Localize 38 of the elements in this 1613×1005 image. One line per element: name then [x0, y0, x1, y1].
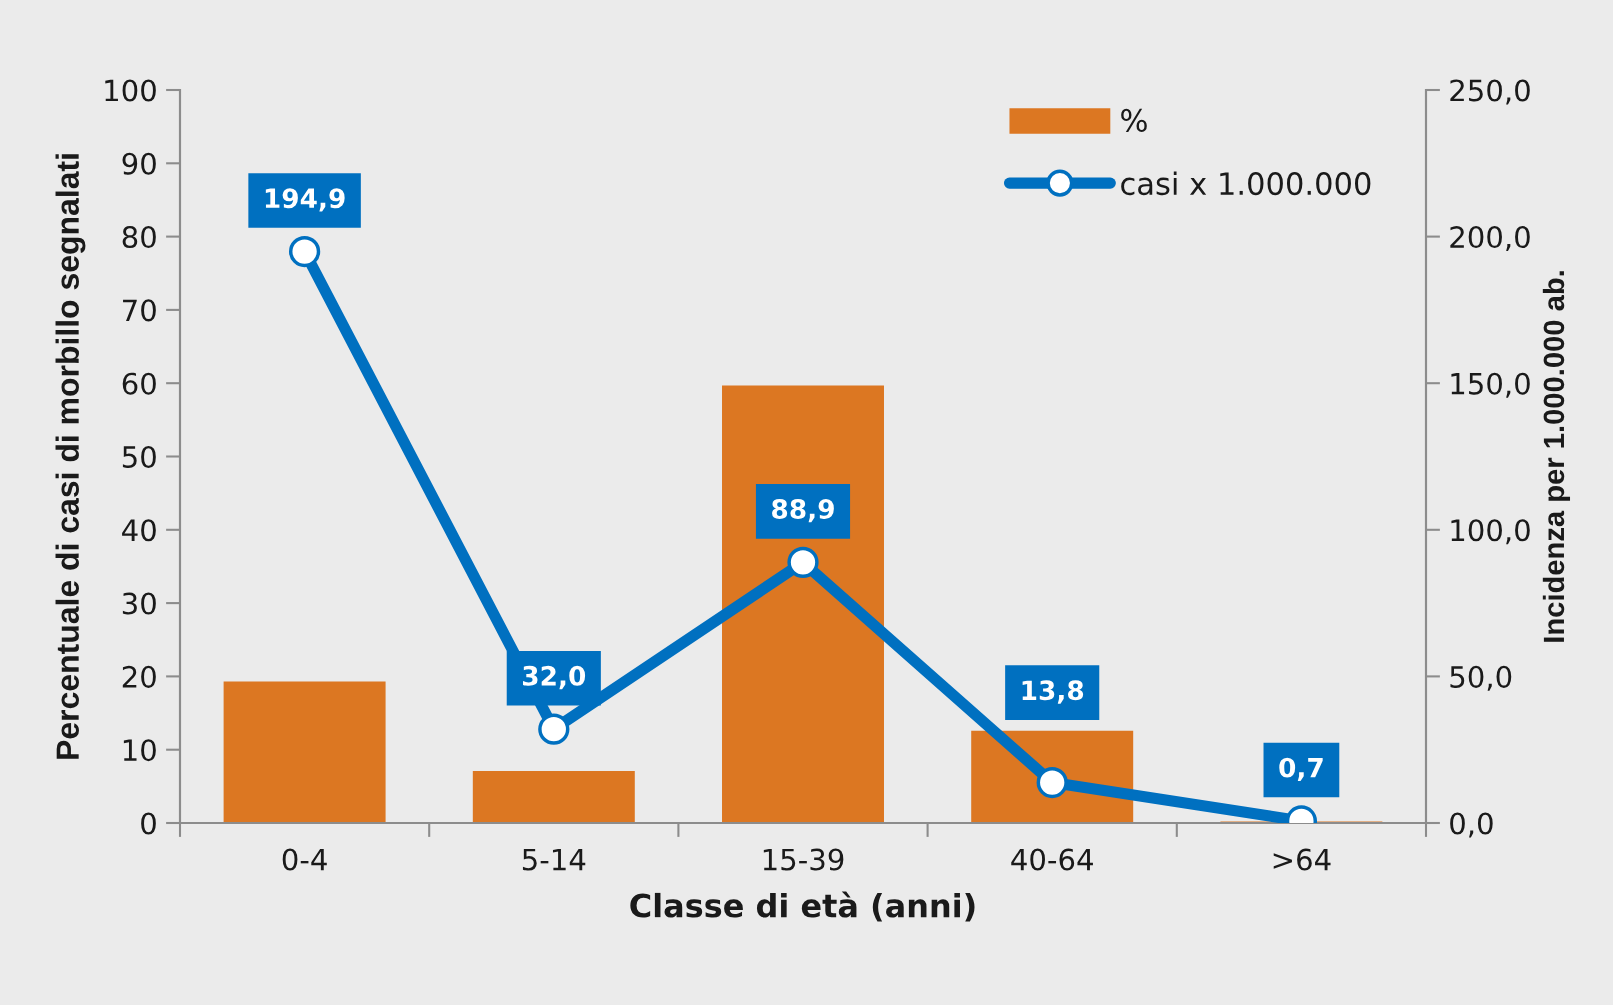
y-tick-label: 90: [122, 152, 156, 175]
point: [538, 713, 570, 745]
y-tick-label: 50: [122, 445, 156, 468]
y-tick-label: 40: [122, 519, 156, 542]
y-tick-label: 60: [122, 372, 156, 395]
data-label: 13,8: [1022, 680, 1084, 704]
bar: [223, 681, 386, 823]
x-tick-label: 40-64: [1011, 848, 1093, 871]
data-label: 194,9: [265, 188, 345, 212]
legend-label: casi x 1.000.000: [1121, 171, 1371, 196]
x-tick-label: 15-39: [763, 848, 844, 871]
y-tick-label: 70: [123, 299, 156, 322]
data-label: 88,9: [772, 499, 834, 523]
point: [787, 546, 819, 578]
x-tick-label: 5-14: [522, 848, 586, 871]
y2-tick-label: 50,0: [1450, 665, 1512, 691]
y-tick-label: 10: [123, 739, 156, 762]
y2-tick-label: 150,0: [1451, 372, 1530, 398]
data-label: 0,7: [1279, 757, 1323, 781]
y2-tick-label: 250,0: [1450, 79, 1530, 105]
y2-tick-label: 200,0: [1450, 226, 1530, 252]
bar: [472, 770, 635, 823]
y-tick-label: 0: [141, 812, 156, 835]
point: [1036, 766, 1068, 799]
y-tick-label: 80: [122, 226, 156, 249]
data-label: 32,0: [523, 665, 586, 690]
x-tick-label: 0-4: [282, 848, 327, 871]
y2-axis-title: Incidenza per 1.000.000 ab.: [1542, 271, 1571, 642]
x-tick-label: >64: [1273, 848, 1331, 871]
legend-label: %: [1121, 108, 1147, 132]
x-axis-title: Classe di età (anni): [630, 891, 975, 922]
y2-tick-label: 100,0: [1451, 519, 1530, 545]
y2-tick-label: 0,0: [1450, 812, 1493, 838]
y-tick-label: 20: [122, 665, 156, 688]
y-tick-label: 30: [122, 592, 156, 615]
y-tick-label: 100: [105, 79, 156, 102]
point: [288, 235, 321, 268]
y-axis-title: Percentuale di casi di morbillo segnalati: [55, 154, 86, 759]
